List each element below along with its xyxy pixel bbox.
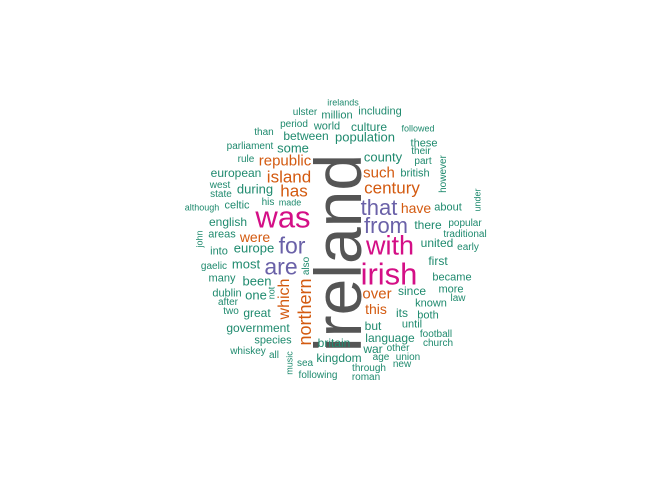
word-church: church <box>422 338 454 349</box>
word-followed: followed <box>401 123 435 134</box>
word-until: until <box>401 318 423 331</box>
word-island: island <box>266 167 312 187</box>
word-than: than <box>254 127 274 138</box>
word-gaelic: gaelic <box>200 261 228 272</box>
word-not: not <box>266 286 277 300</box>
word-became: became <box>432 271 472 284</box>
word-also: also <box>301 256 312 276</box>
word-for: for <box>278 232 306 259</box>
word-his: his <box>261 197 275 208</box>
word-that: that <box>360 195 398 220</box>
word-ulster: ulster <box>292 107 318 118</box>
word-from: from <box>364 213 408 238</box>
word-have: have <box>400 200 432 216</box>
word-britain: britain <box>317 336 351 350</box>
word-european: european <box>210 166 262 180</box>
word-was: was <box>255 199 311 235</box>
word-their: their <box>411 146 431 157</box>
word-million: million <box>321 109 353 122</box>
word-are: are <box>264 253 298 280</box>
word-after: after <box>217 297 239 308</box>
word-there: there <box>414 218 442 232</box>
word-century: century <box>364 178 420 198</box>
word-under: under <box>472 188 483 212</box>
word-parliament: parliament <box>226 141 274 152</box>
word-all: all <box>268 350 280 361</box>
word-new: new <box>392 359 412 370</box>
word-part: part <box>414 156 432 167</box>
word-known: known <box>415 297 447 310</box>
word-northern: northern <box>295 278 315 346</box>
word-culture: culture <box>350 120 388 134</box>
word-british: british <box>400 167 430 180</box>
word-football: football <box>419 329 453 340</box>
word-popular: popular <box>448 218 482 229</box>
word-some: some <box>277 140 309 156</box>
word-has: has <box>280 181 308 201</box>
word-great: great <box>243 306 271 320</box>
word-irelands: irelands <box>327 97 359 108</box>
word-many: many <box>208 272 236 285</box>
word-sea: sea <box>296 358 314 369</box>
word-government: government <box>226 321 290 335</box>
word-roman: roman <box>351 372 381 383</box>
word-these: these <box>410 137 438 150</box>
word-europe: europe <box>233 240 275 256</box>
word-english: english <box>208 215 248 229</box>
word-which: which <box>276 278 293 320</box>
word-kingdom: kingdom <box>316 351 362 365</box>
word-over: over <box>362 285 392 303</box>
word-more: more <box>438 283 464 296</box>
word-other: other <box>386 343 410 354</box>
word-west: west <box>209 180 231 191</box>
word-such: such <box>363 164 395 182</box>
word-its: its <box>396 306 408 320</box>
word-into: into <box>210 245 228 258</box>
word-species: species <box>254 334 292 347</box>
word-one: one <box>245 287 267 303</box>
word-were: were <box>239 229 271 245</box>
word-period: period <box>280 119 308 130</box>
word-whiskey: whiskey <box>230 346 266 357</box>
word-two: two <box>223 306 239 317</box>
word-celtic: celtic <box>224 199 250 212</box>
word-traditional: traditional <box>443 229 487 240</box>
word-republic: republic <box>258 152 312 170</box>
word-dublin: dublin <box>212 287 242 300</box>
word-during: during <box>236 181 274 197</box>
word-law: law <box>450 293 466 304</box>
word-union: union <box>395 352 421 363</box>
word-world: world <box>313 120 341 133</box>
word-including: including <box>358 105 402 118</box>
word-but: but <box>364 319 382 333</box>
word-early: early <box>457 242 479 253</box>
word-been: been <box>242 273 272 289</box>
word-language: language <box>365 331 415 345</box>
word-following: following <box>298 370 338 381</box>
word-both: both <box>417 309 439 322</box>
word-however: however <box>438 155 449 193</box>
word-state: state <box>210 189 232 200</box>
word-john: john <box>194 230 205 248</box>
word-war: war <box>363 342 383 356</box>
word-between: between <box>283 129 329 143</box>
word-through: through <box>352 363 386 374</box>
word-county: county <box>363 149 403 165</box>
word-most: most <box>231 256 261 272</box>
word-music: music <box>284 351 295 375</box>
word-irish: irish <box>360 256 418 292</box>
word-population: population <box>335 129 395 145</box>
word-although: although <box>184 202 220 213</box>
word-with: with <box>365 230 415 261</box>
word-areas: areas <box>208 228 236 241</box>
word-since: since <box>397 284 427 298</box>
word-this: this <box>365 301 387 317</box>
word-united: united <box>420 236 454 250</box>
word-first: first <box>428 254 448 268</box>
word-rule: rule <box>237 154 255 165</box>
word-age: age <box>372 352 390 363</box>
word-about: about <box>434 201 462 214</box>
word-made: made <box>278 197 302 208</box>
